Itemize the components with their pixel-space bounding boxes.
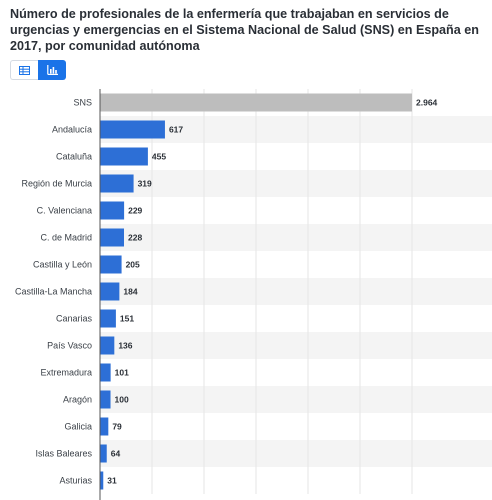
category-label: Cataluña (56, 152, 92, 162)
category-label: Castilla-La Mancha (15, 287, 92, 297)
chart-title: Número de profesionales de la enfermería… (10, 7, 479, 53)
category-label: Castilla y León (33, 260, 92, 270)
category-label: Canarias (56, 314, 93, 324)
category-label: Andalucía (52, 125, 92, 135)
row-stripe (100, 440, 492, 467)
value-label: 64 (111, 449, 121, 459)
bar (100, 363, 111, 382)
value-label: 151 (120, 314, 134, 324)
bar (100, 336, 115, 355)
row-stripe (100, 170, 492, 197)
category-label: C. Valenciana (37, 206, 92, 216)
category-label: Islas Baleares (35, 449, 92, 459)
value-label: 79 (112, 422, 122, 432)
category-label: SNS (73, 98, 92, 108)
value-label: 455 (152, 152, 166, 162)
value-label: 31 (107, 476, 117, 486)
table-icon (19, 65, 30, 75)
value-label: 136 (118, 341, 132, 351)
bar (100, 471, 104, 490)
bar (100, 417, 109, 436)
chart-view-button[interactable] (38, 60, 66, 80)
category-label: C. de Madrid (40, 233, 92, 243)
value-label: 205 (126, 260, 140, 270)
bar (100, 93, 412, 112)
value-label: 319 (138, 179, 152, 189)
bar (100, 201, 125, 220)
row-stripe (100, 224, 492, 251)
value-label: 101 (115, 368, 129, 378)
bar (100, 120, 165, 139)
bar (100, 228, 124, 247)
value-label: 229 (128, 206, 142, 216)
bar (100, 309, 116, 328)
category-label: Galicia (64, 422, 92, 432)
row-stripe (100, 332, 492, 359)
row-stripe (100, 278, 492, 305)
category-label: Extremadura (40, 368, 92, 378)
row-stripe (100, 116, 492, 143)
bar (100, 255, 122, 274)
bar (100, 174, 134, 193)
table-view-button[interactable] (10, 60, 38, 80)
bar (100, 444, 107, 463)
value-label: 2.964 (416, 98, 438, 108)
bar (100, 147, 148, 166)
category-label: País Vasco (47, 341, 92, 351)
bar (100, 282, 120, 301)
value-label: 184 (123, 287, 137, 297)
category-label: Región de Murcia (21, 179, 92, 189)
row-stripe (100, 386, 492, 413)
bar-chart-icon (46, 65, 58, 75)
value-label: 228 (128, 233, 142, 243)
view-toggle[interactable] (10, 60, 66, 80)
bar (100, 390, 111, 409)
value-label: 100 (115, 395, 129, 405)
category-label: Asturias (59, 476, 92, 486)
category-label: Aragón (63, 395, 92, 405)
value-label: 617 (169, 125, 183, 135)
